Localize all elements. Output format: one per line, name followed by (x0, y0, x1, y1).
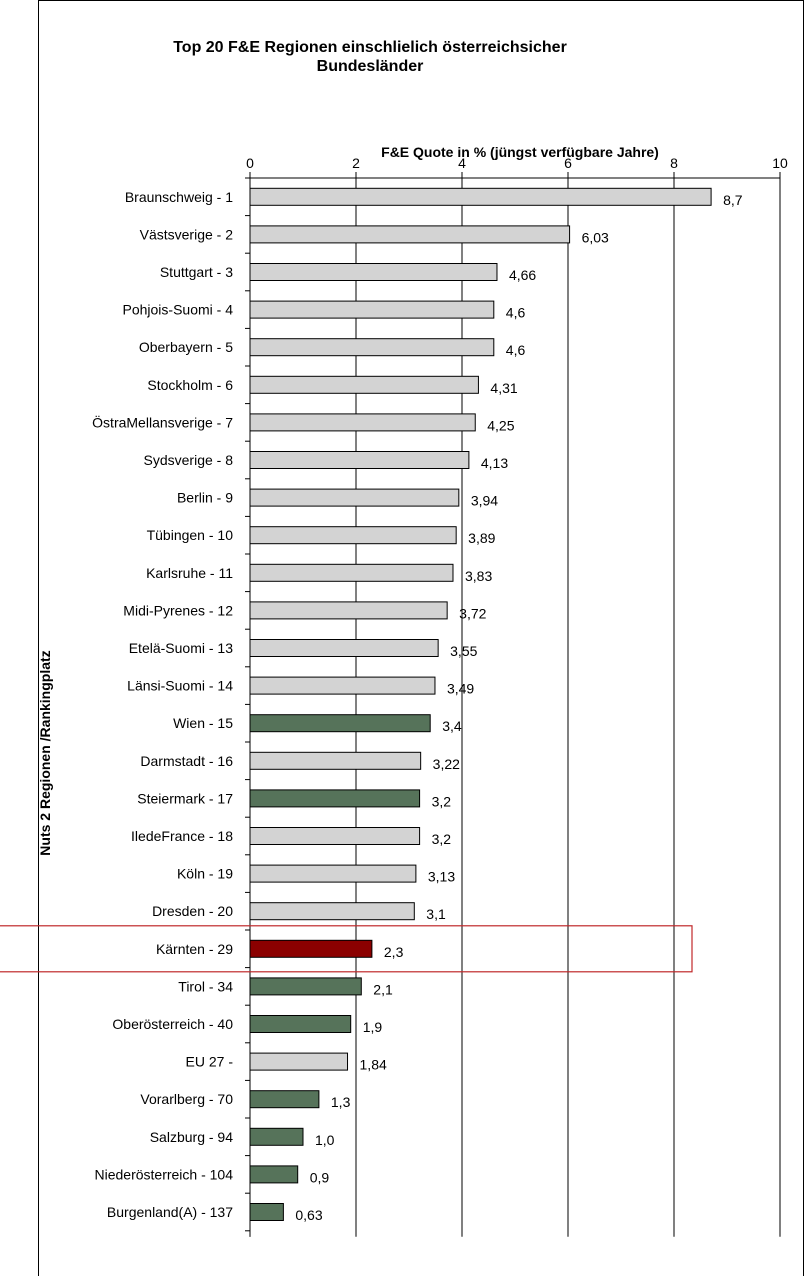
bar (249, 338, 495, 357)
data-label: 1,9 (363, 1019, 383, 1035)
bar (249, 864, 417, 883)
category-label: Berlin - 9 (177, 490, 233, 506)
bar (249, 1127, 304, 1146)
bar (249, 1165, 299, 1184)
bar (249, 451, 470, 469)
bar (249, 375, 479, 394)
data-label: 3,2 (432, 793, 452, 809)
bar (249, 601, 448, 620)
x-axis-label: F&E Quote in % (jüngst verfügbare Jahre) (381, 144, 659, 160)
bar (249, 977, 362, 996)
bar (249, 1052, 349, 1071)
data-label: 3,55 (450, 643, 477, 659)
category-label: Niederösterreich - 104 (94, 1166, 233, 1182)
bar (249, 1015, 352, 1033)
x-tick-label: 2 (352, 155, 360, 171)
data-label: 3,1 (426, 906, 446, 922)
category-label: Pohjois-Suomi - 4 (123, 302, 234, 318)
bar (249, 187, 712, 206)
data-label: 4,25 (487, 417, 514, 433)
data-label: 4,13 (481, 455, 508, 471)
data-label: 3,83 (465, 568, 492, 584)
category-label: Oberbayern - 5 (139, 339, 233, 355)
bar (249, 939, 373, 958)
category-label: Vorarlberg - 70 (140, 1091, 233, 1107)
data-label: 3,4 (442, 718, 462, 734)
category-label: Tübingen - 10 (147, 527, 234, 543)
bar (249, 526, 457, 545)
category-label: Wien - 15 (173, 715, 233, 731)
chart-title: Top 20 F&E Regionen einschlielich österr… (173, 39, 567, 75)
bar (249, 789, 421, 808)
bar (249, 1090, 320, 1109)
data-label: 3,13 (428, 869, 455, 885)
bar (249, 563, 454, 582)
data-label: 2,3 (384, 944, 404, 960)
data-label: 4,6 (506, 305, 526, 321)
category-label: Tirol - 34 (178, 978, 233, 994)
bar (249, 751, 422, 770)
bar (249, 263, 498, 281)
bar (249, 714, 431, 733)
data-label: 3,49 (447, 681, 474, 697)
bar (249, 1203, 284, 1221)
category-label: Salzburg - 94 (150, 1129, 233, 1145)
category-label: IledeFrance - 18 (131, 828, 233, 844)
data-label: 0,9 (310, 1169, 330, 1185)
highlight-box (0, 925, 693, 973)
data-label: 1,3 (331, 1094, 351, 1110)
bar (249, 300, 495, 319)
bar (249, 488, 460, 507)
x-tick-label: 8 (670, 155, 678, 171)
category-label: Etelä-Suomi - 13 (129, 640, 233, 656)
x-tick-label: 0 (246, 155, 254, 171)
data-label: 1,0 (315, 1132, 335, 1148)
data-label: 6,03 (582, 229, 609, 245)
data-label: 3,22 (433, 756, 460, 772)
category-label: EU 27 - (186, 1054, 234, 1070)
category-label: Västsverige - 2 (140, 226, 234, 242)
data-label: 1,84 (360, 1057, 387, 1073)
category-label: Kärnten - 29 (156, 941, 233, 957)
category-label: Braunschweig - 1 (125, 189, 233, 205)
data-label: 2,1 (373, 981, 393, 997)
x-tick-label: 6 (564, 155, 572, 171)
x-tick-label: 4 (458, 155, 466, 171)
category-label: Stuttgart - 3 (160, 264, 233, 280)
category-label: ÖstraMellansverige - 7 (92, 413, 233, 430)
category-label: Darmstadt - 16 (140, 753, 233, 769)
category-label: Dresden - 20 (152, 903, 233, 919)
category-label: Oberösterreich - 40 (112, 1016, 233, 1032)
bar (249, 676, 436, 695)
category-label: Midi-Pyrenes - 12 (123, 602, 233, 618)
data-label: 3,94 (471, 493, 498, 509)
data-label: 3,72 (459, 605, 486, 621)
category-label: Steiermark - 17 (137, 790, 233, 806)
data-label: 8,7 (723, 192, 743, 208)
category-label: Länsi-Suomi - 14 (127, 678, 233, 694)
data-label: 0,63 (295, 1207, 322, 1223)
data-label: 4,31 (490, 380, 517, 396)
data-label: 3,2 (432, 831, 452, 847)
bar (249, 225, 571, 244)
category-label: Sydsverige - 8 (144, 452, 234, 468)
category-label: Burgenland(A) - 137 (107, 1204, 233, 1220)
bar (249, 902, 415, 921)
data-label: 4,66 (509, 267, 536, 283)
bar (249, 413, 476, 432)
category-label: Köln - 19 (177, 866, 233, 882)
bar (249, 639, 439, 657)
data-label: 3,89 (468, 530, 495, 546)
x-tick-label: 10 (772, 155, 788, 171)
category-label: Karlsruhe - 11 (146, 565, 233, 581)
chart-frame (38, 0, 804, 1276)
bar (249, 827, 421, 845)
category-label: Stockholm - 6 (147, 377, 233, 393)
data-label: 4,6 (506, 342, 526, 358)
